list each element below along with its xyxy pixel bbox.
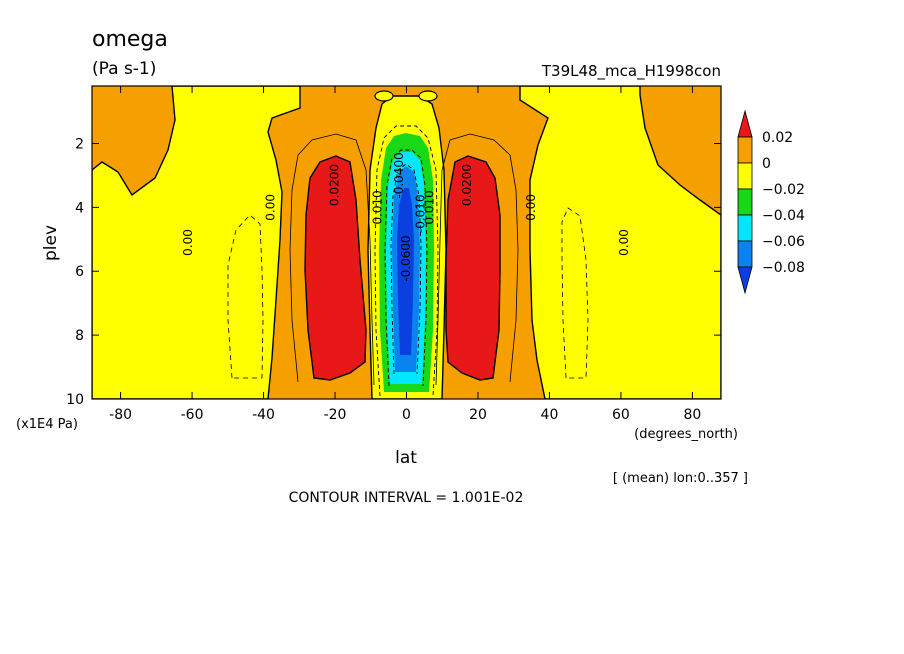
top-yellow-oval-south: [374, 90, 394, 102]
top-yellow-oval-north: [418, 90, 438, 102]
contour-interval-note: CONTOUR INTERVAL = 1.001E-02: [289, 490, 524, 506]
colorbar-label: 0: [762, 156, 771, 172]
contour-fill-layer: [92, 86, 721, 399]
chart-units: (Pa s-1): [92, 59, 156, 79]
y-tick-label: 2: [75, 136, 84, 152]
contour-label: 0.010: [422, 190, 436, 224]
colorbar-segment: [737, 136, 753, 164]
contour-label: 0.00: [524, 194, 538, 221]
contour-dashed-core-3: [390, 163, 422, 375]
region-red-north: [445, 155, 501, 381]
x-axis-label: lat: [395, 448, 417, 468]
contour-label: 0.0200: [328, 164, 342, 206]
case-name: T39L48_mca_H1998con: [541, 62, 721, 81]
chart-title: omega: [92, 27, 168, 52]
x-tick-label: 20: [469, 407, 487, 423]
colorbar-label: −0.02: [762, 182, 805, 198]
x-tick-label: -80: [109, 407, 132, 423]
contour-label: 0.00: [263, 194, 277, 221]
y-tick-label: 6: [75, 264, 84, 280]
colorbar-segment: [737, 240, 753, 268]
contour-line-north-0.01: [435, 133, 519, 386]
y-tick-label: 4: [75, 200, 84, 216]
x-tick-label: 80: [683, 407, 701, 423]
y-axis-label: plev: [41, 225, 61, 261]
x-tick-label: -20: [324, 407, 347, 423]
x-axis-units: (degrees_north): [634, 427, 738, 442]
contour-label: -0.010: [413, 194, 427, 233]
contour-labels: 0.000.000.02000.010-0.0400-0.0600-0.0100…: [181, 152, 631, 281]
region-red-south: [304, 155, 367, 381]
contour-label: 0.0200: [460, 164, 474, 206]
colorbar-label: −0.04: [762, 208, 805, 224]
contour-label: -0.0400: [392, 152, 406, 198]
colorbar: 0.02 0 −0.02 −0.04 −0.06 −0.08: [737, 109, 805, 295]
contour-label: 0.00: [181, 229, 195, 256]
x-tick-label: 0: [402, 407, 411, 423]
region-yellow-west: [92, 86, 301, 399]
colorbar-top-arrow: [737, 109, 753, 138]
y-tick-label: 8: [75, 328, 84, 344]
contour-line-south-0.01: [289, 133, 375, 386]
y-axis-units: (x1E4 Pa): [16, 417, 78, 432]
contour-label: 0.010: [370, 190, 384, 224]
x-tick-label: 60: [612, 407, 630, 423]
region-darkblue-core: [397, 188, 414, 355]
plot-area: 0.000.000.02000.010-0.0400-0.0600-0.0100…: [91, 85, 722, 400]
x-tick-label: -40: [252, 407, 275, 423]
contour-label: 0.00: [617, 229, 631, 256]
contour-lines: [227, 125, 589, 397]
y-tick-label: 10: [66, 392, 84, 408]
contour-dashed-south: [227, 214, 264, 379]
region-yellow-east: [519, 86, 721, 399]
colorbar-segment: [737, 162, 753, 190]
colorbar-segment: [737, 214, 753, 242]
x-tick-label: -60: [181, 407, 204, 423]
colorbar-segment: [737, 188, 753, 216]
mean-note: [ (mean) lon:0..357 ]: [613, 471, 748, 486]
colorbar-label: 0.02: [762, 130, 793, 146]
colorbar-label: −0.06: [762, 234, 805, 250]
colorbar-label: −0.08: [762, 260, 805, 276]
contour-dashed-north: [561, 207, 589, 379]
colorbar-bottom-arrow: [737, 266, 753, 295]
y-axis: 2 4 6 8 10: [66, 136, 721, 408]
contour-dashed-core-2: [384, 149, 428, 387]
contour-label: -0.0600: [399, 235, 413, 281]
x-tick-label: 40: [541, 407, 559, 423]
x-axis: -80 -60 -40 -20 0 20 40 60 80: [109, 86, 701, 423]
